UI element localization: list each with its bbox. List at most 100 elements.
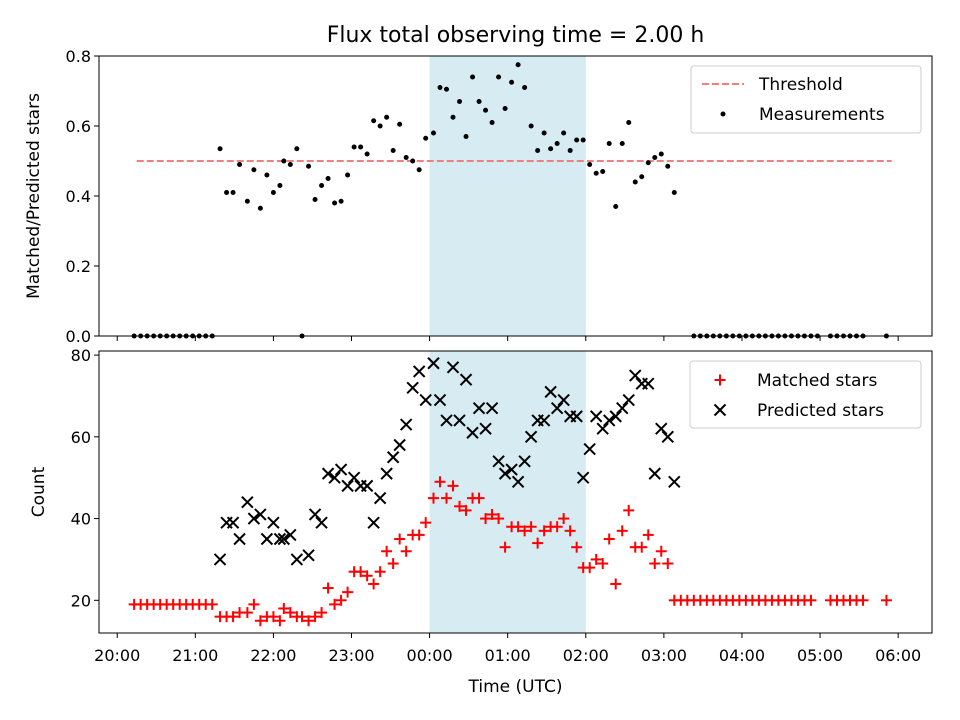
predicted-point: [609, 410, 622, 423]
matched-point: [499, 541, 511, 553]
measurement-point: [319, 183, 325, 188]
matched-point: [441, 492, 453, 504]
predicted-point: [341, 479, 354, 493]
x-tick-label: 02:00: [563, 646, 609, 665]
measurement-point: [515, 62, 521, 68]
measurement-point: [509, 79, 515, 85]
matched-point: [662, 558, 674, 570]
measurement-point: [251, 167, 257, 173]
matched-point: [857, 594, 869, 606]
top-legend-box: [690, 65, 922, 134]
measurement-point: [444, 86, 450, 92]
measurement-point: [410, 158, 416, 164]
measurement-point: [561, 130, 567, 136]
predicted-point: [419, 393, 432, 407]
measurement-point: [580, 137, 586, 143]
bottom-legend: Matched stars Predicted stars: [689, 360, 922, 429]
measurement-point: [281, 158, 287, 164]
x-tick-label: 03:00: [641, 646, 687, 665]
measurement-point: [567, 148, 573, 153]
predicted-point: [668, 475, 681, 488]
predicted-point: [629, 369, 642, 382]
top-highlight-span: [429, 56, 586, 336]
predicted-point: [622, 393, 635, 407]
measurement-point: [312, 197, 318, 202]
matched-point: [480, 513, 492, 525]
matched-point: [309, 611, 321, 623]
matched-point: [381, 545, 393, 557]
predicted-point: [524, 430, 538, 444]
x-tick-label: 00:00: [407, 646, 453, 665]
matched-point: [400, 545, 412, 557]
measurement-point: [390, 148, 396, 153]
predicted-point: [479, 422, 492, 435]
legend-measurements-label: Measurements: [759, 105, 885, 125]
predicted-point: [661, 430, 674, 444]
matched-point: [227, 611, 239, 623]
measurement-point: [306, 163, 312, 169]
matched-point: [274, 615, 286, 627]
measurement-point: [489, 120, 495, 125]
measurement-point: [384, 114, 390, 120]
predicted-point: [616, 402, 629, 415]
matched-point: [642, 529, 654, 541]
measurement-point: [587, 162, 593, 167]
matched-point: [454, 500, 466, 512]
predicted-point: [642, 377, 655, 390]
measurement-point: [416, 167, 422, 173]
legend-x-glyph: [713, 403, 727, 417]
predicted-point: [498, 467, 512, 480]
legend-predicted-swatch: [713, 403, 727, 417]
predicted-point: [213, 553, 227, 566]
measurement-point: [358, 144, 364, 150]
top-y-tick-label: 0.6: [66, 117, 91, 136]
predicted-point: [347, 471, 361, 484]
matched-point: [296, 611, 308, 623]
legend-matched-label: Matched stars: [757, 371, 877, 391]
legend-predicted-label: Predicted stars: [757, 401, 884, 421]
predicted-point: [315, 516, 328, 529]
x-tick-label: 23:00: [328, 646, 374, 665]
measurement-points: [131, 62, 889, 339]
predicted-point: [412, 365, 426, 378]
measurement-point: [502, 106, 508, 111]
top-x-ticks: [116, 336, 899, 341]
predicted-point: [570, 410, 583, 423]
matched-point: [493, 513, 505, 525]
measurement-point: [652, 155, 658, 160]
predicted-point: [367, 516, 380, 529]
predicted-point: [233, 532, 246, 546]
bottom-y-tick-label: 20: [71, 591, 91, 610]
matched-point: [254, 615, 266, 627]
matched-point: [486, 508, 498, 520]
predicted-point: [321, 467, 335, 480]
matched-point: [434, 476, 446, 488]
predicted-point: [386, 451, 400, 464]
measurement-point: [423, 135, 429, 141]
measurement-point: [264, 172, 270, 178]
measurement-point: [470, 74, 476, 80]
bottom-y-tick-label: 40: [71, 510, 91, 529]
predicted-point: [254, 508, 267, 521]
measurement-point: [528, 123, 534, 129]
measurement-point: [403, 155, 409, 160]
predicted-point: [492, 455, 505, 468]
matched-point: [880, 594, 892, 606]
predicted-point: [655, 422, 668, 435]
x-axis-label: Time (UTC): [468, 677, 563, 697]
measurement-point: [593, 170, 599, 176]
top-legend: Threshold Measurements: [690, 65, 922, 134]
matched-point: [590, 553, 602, 565]
measurement-point: [338, 198, 344, 204]
predicted-point: [583, 442, 596, 456]
predicted-point: [360, 479, 374, 493]
measurement-point: [230, 190, 236, 195]
predicted-point: [485, 402, 499, 415]
matched-point: [447, 480, 459, 492]
top-y-tick-label: 0.0: [66, 327, 91, 346]
matched-point: [525, 521, 537, 533]
measurement-point: [574, 137, 580, 143]
x-tick-label: 04:00: [719, 646, 765, 665]
matched-point: [284, 607, 296, 619]
